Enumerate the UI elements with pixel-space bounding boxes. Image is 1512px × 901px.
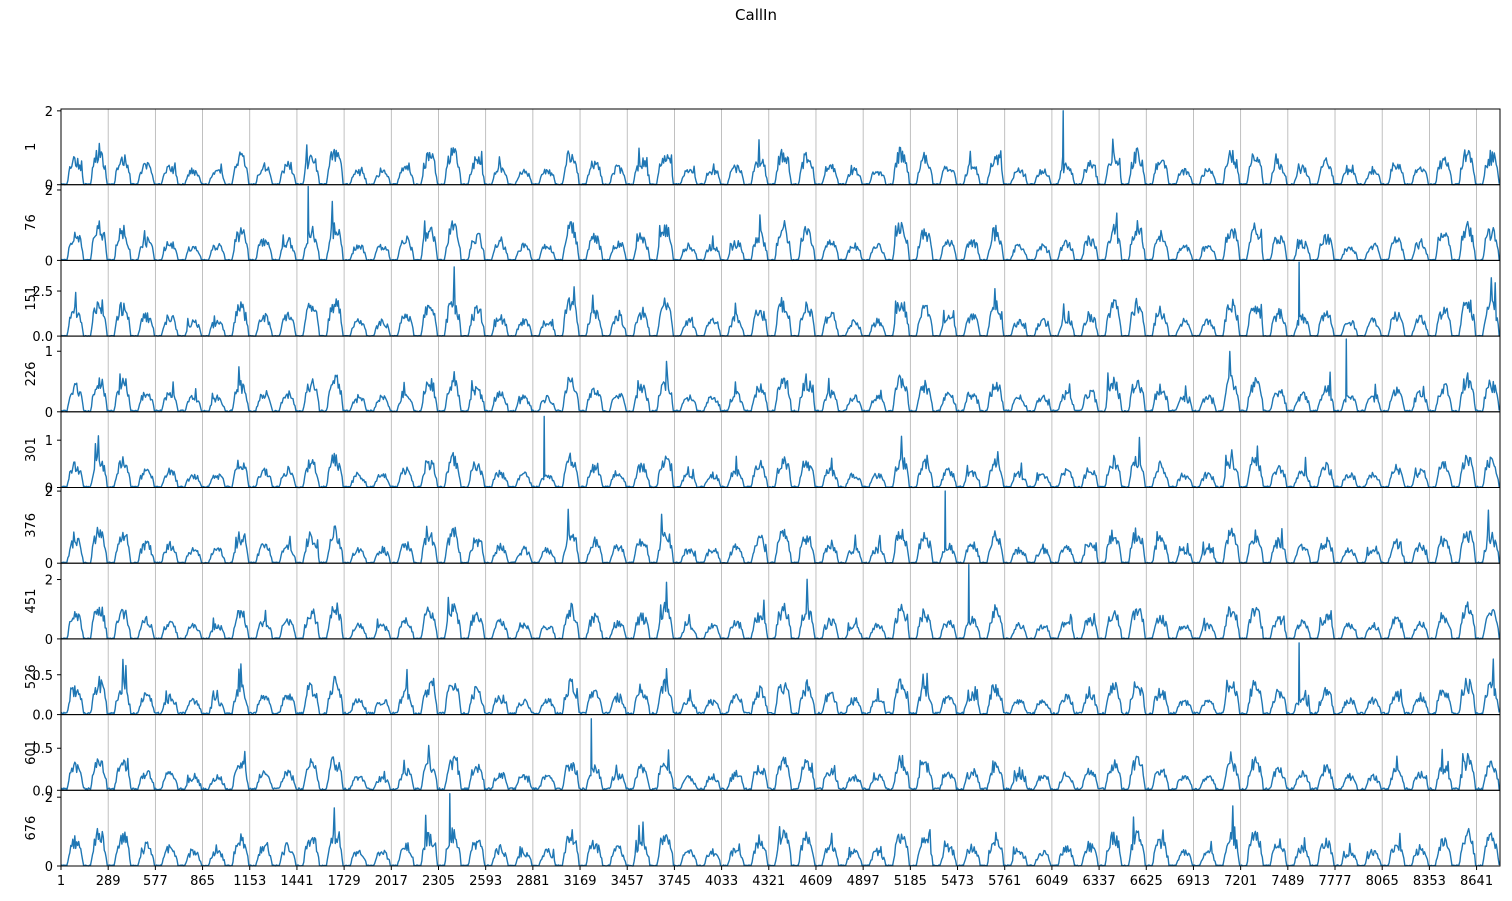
x-tick-label: 7489 — [1271, 874, 1304, 889]
y-tick-label: 0 — [45, 482, 53, 497]
y-tick-label: 2.5 — [32, 285, 53, 300]
y-tick-label: 0 — [45, 557, 53, 572]
y-axis-label: 526 — [24, 664, 39, 689]
y-tick-label: 2 — [45, 485, 53, 500]
y-axis-label: 301 — [24, 437, 39, 462]
y-tick-label: 0.5 — [32, 669, 53, 684]
x-tick-label: 8641 — [1460, 874, 1493, 889]
y-axis-label: 451 — [24, 589, 39, 614]
series-line-526 — [60, 642, 1500, 716]
x-tick-label: 6913 — [1177, 874, 1210, 889]
y-tick-label: 0.0 — [32, 330, 53, 345]
panel-frame — [60, 714, 1501, 791]
y-tick-label: 0 — [45, 254, 53, 269]
x-tick-label: 7201 — [1224, 874, 1257, 889]
y-tick-label: 0.5 — [32, 742, 53, 757]
series-line-301 — [60, 415, 1500, 489]
x-tick-label: 865 — [190, 874, 215, 889]
panel-frame — [60, 259, 1501, 337]
x-tick-label: 2017 — [375, 874, 408, 889]
y-tick-label: 1 — [45, 345, 53, 360]
y-tick-label: 0.0 — [32, 784, 53, 799]
x-tick-label: 6337 — [1083, 874, 1116, 889]
series-line-601 — [60, 718, 1500, 791]
y-axis-label: 601 — [24, 740, 39, 765]
y-tick-label: 2 — [45, 105, 53, 120]
x-tick-label: 3745 — [658, 874, 691, 889]
y-tick-label: 1 — [45, 434, 53, 449]
x-tick-label: 4033 — [705, 874, 738, 889]
y-tick-label: 0.0 — [32, 709, 53, 724]
series-line-676 — [60, 793, 1500, 867]
x-tick-label: 2881 — [516, 874, 549, 889]
series-line-151 — [60, 261, 1500, 337]
x-tick-label: 1441 — [280, 874, 313, 889]
series-line-376 — [61, 490, 1500, 564]
x-tick-label: 1729 — [328, 874, 361, 889]
series-line-451 — [60, 564, 1500, 640]
x-tick-label: 6049 — [1035, 874, 1068, 889]
series-line-226 — [60, 338, 1500, 413]
x-tick-label: 1 — [57, 874, 65, 889]
panel-frame — [60, 184, 1501, 261]
y-axis-label: 226 — [24, 362, 39, 387]
x-tick-label: 4897 — [847, 874, 880, 889]
x-tick-label: 5185 — [894, 874, 927, 889]
y-tick-label: 2 — [45, 184, 53, 199]
y-axis-label: 1 — [24, 143, 39, 151]
y-axis-label: 76 — [24, 214, 39, 231]
x-tick-label: 4321 — [752, 874, 785, 889]
x-tick-label: 577 — [143, 874, 168, 889]
y-axis-label: 676 — [24, 816, 39, 841]
panel-frame — [60, 487, 1501, 564]
x-tick-label: 5761 — [988, 874, 1021, 889]
x-tick-label: 8065 — [1366, 874, 1399, 889]
y-tick-label: 2 — [45, 791, 53, 806]
y-tick-label: 0 — [45, 860, 53, 875]
y-tick-label: 0 — [45, 179, 53, 194]
x-tick-label: 7777 — [1318, 874, 1351, 889]
panel-frame — [60, 789, 1501, 867]
y-tick-label: 2 — [45, 574, 53, 589]
x-tick-label: 1153 — [233, 874, 266, 889]
x-tick-label: 3169 — [563, 874, 596, 889]
series-line-76 — [60, 185, 1500, 262]
chart-title: CallIn — [735, 6, 777, 24]
y-axis-label: 151 — [24, 286, 39, 311]
x-tick-label: 3457 — [611, 874, 644, 889]
x-tick-label: 8353 — [1413, 874, 1446, 889]
x-tick-label: 2305 — [422, 874, 455, 889]
x-tick-label: 4609 — [799, 874, 832, 889]
series-line-1 — [60, 110, 1500, 186]
y-axis-label: 376 — [24, 513, 39, 538]
x-tick-label: 6625 — [1130, 874, 1163, 889]
y-tick-label: 0 — [45, 633, 53, 648]
x-tick-label: 5473 — [941, 874, 974, 889]
y-tick-label: 0 — [45, 406, 53, 421]
x-tick-label: 2593 — [469, 874, 502, 889]
x-tick-label: 289 — [96, 874, 121, 889]
panel-frame — [60, 638, 1501, 716]
